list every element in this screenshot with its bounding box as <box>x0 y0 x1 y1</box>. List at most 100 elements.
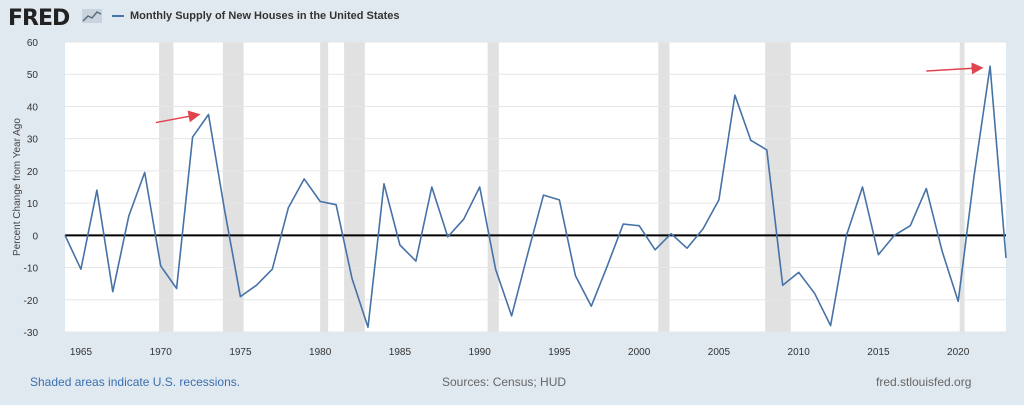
recession-band <box>222 42 244 332</box>
y-axis-ticks: 60 50 40 30 20 10 0 -10 -20 -30 <box>24 38 39 339</box>
y-tick-label: 30 <box>27 135 39 146</box>
data-point <box>255 284 258 287</box>
data-point <box>797 271 800 274</box>
data-point <box>861 186 864 189</box>
y-tick-label: 50 <box>27 70 39 81</box>
data-point <box>79 268 82 271</box>
data-point <box>638 224 641 227</box>
data-point <box>127 215 130 218</box>
data-point <box>542 194 545 197</box>
data-point <box>717 198 720 201</box>
data-point <box>622 223 625 226</box>
data-point <box>478 186 481 189</box>
data-point <box>239 295 242 298</box>
y-tick-label: 40 <box>27 102 39 113</box>
data-point <box>733 94 736 97</box>
x-tick-label: 2005 <box>708 347 731 358</box>
data-point <box>893 234 896 237</box>
x-tick-label: 1980 <box>309 347 332 358</box>
recession-shading <box>159 42 965 332</box>
x-tick-label: 1975 <box>229 347 252 358</box>
recession-band <box>959 42 965 332</box>
x-axis-ticks: 1965 1970 1975 1980 1985 1990 1995 2000 2005 2010… <box>70 347 970 358</box>
x-tick-label: 1985 <box>389 347 412 358</box>
data-point <box>590 305 593 308</box>
series-line <box>64 65 1008 329</box>
data-point <box>909 224 912 227</box>
data-point <box>462 218 465 221</box>
x-tick-label: 1965 <box>70 347 93 358</box>
data-point <box>191 136 194 139</box>
x-tick-label: 1970 <box>150 347 173 358</box>
annotation-arrows <box>155 62 984 124</box>
data-point <box>223 208 226 211</box>
data-point <box>111 290 114 293</box>
data-point <box>574 274 577 277</box>
data-point <box>606 264 609 267</box>
data-line <box>64 65 1007 329</box>
data-point <box>64 234 67 237</box>
data-point <box>781 284 784 287</box>
recession-band <box>159 42 174 332</box>
fred-logo[interactable]: FRED <box>8 6 70 31</box>
data-point <box>303 177 306 180</box>
x-tick-label: 2010 <box>788 347 811 358</box>
data-point <box>957 300 960 303</box>
y-tick-label: 60 <box>27 38 39 49</box>
x-tick-label: 1995 <box>548 347 571 358</box>
recession-band <box>487 42 499 332</box>
sources-text: Sources: Census; HUD <box>442 375 567 389</box>
data-point <box>95 189 98 192</box>
y-tick-label: 0 <box>32 231 38 242</box>
trend-line-icon <box>82 9 102 23</box>
data-point <box>829 324 832 327</box>
data-point <box>670 232 673 235</box>
legend-swatch <box>112 15 124 17</box>
y-tick-label: -30 <box>24 328 39 339</box>
legend-label: Monthly Supply of New Houses in the Unit… <box>130 10 400 22</box>
y-tick-label: -20 <box>24 296 39 307</box>
x-tick-label: 2020 <box>947 347 970 358</box>
data-point <box>494 268 497 271</box>
x-tick-label: 1990 <box>469 347 492 358</box>
y-tick-label: 20 <box>27 167 39 178</box>
site-link[interactable]: fred.stlouisfed.org <box>876 375 972 389</box>
grid-lines <box>65 41 1006 333</box>
data-point <box>446 235 449 238</box>
x-tick-label: 2000 <box>628 347 651 358</box>
data-point <box>414 260 417 263</box>
plot-background <box>65 42 1006 332</box>
data-point <box>398 244 401 247</box>
data-point <box>271 268 274 271</box>
x-tick-label: 2015 <box>867 347 890 358</box>
data-point <box>526 253 529 256</box>
data-point <box>749 139 752 142</box>
data-point <box>287 206 290 209</box>
data-point <box>989 65 992 68</box>
data-point <box>925 187 928 190</box>
recession-band <box>320 42 329 332</box>
data-point <box>143 171 146 174</box>
data-point <box>430 186 433 189</box>
data-point <box>813 292 816 295</box>
data-point <box>351 277 354 280</box>
y-axis-label: Percent Change from Year Ago <box>12 118 23 256</box>
data-point <box>159 264 162 267</box>
data-point <box>765 148 768 151</box>
data-point <box>175 287 178 290</box>
recession-band <box>658 42 670 332</box>
data-point <box>877 253 880 256</box>
data-point <box>319 200 322 203</box>
data-point <box>1005 256 1008 259</box>
data-point <box>367 326 370 329</box>
annotation-arrow <box>155 110 201 124</box>
y-tick-label: -10 <box>24 264 39 275</box>
y-tick-label: 10 <box>27 199 39 210</box>
data-point <box>701 227 704 230</box>
data-point <box>558 198 561 201</box>
data-point <box>845 234 848 237</box>
chart-header: FRED Monthly Supply of New Houses in the… <box>0 0 1024 36</box>
data-point <box>382 182 385 185</box>
recession-band <box>765 42 791 332</box>
